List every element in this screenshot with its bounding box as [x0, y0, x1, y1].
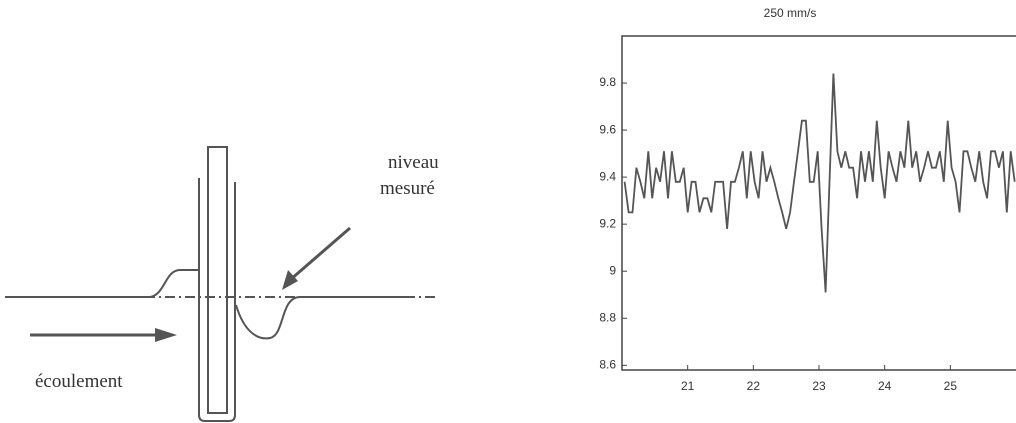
tube-outer: [198, 178, 236, 422]
x-tick-label: 24: [878, 379, 892, 393]
y-tick-label: 9.6: [599, 122, 616, 136]
flow-arrow-head: [155, 328, 177, 342]
x-tick-label: 22: [747, 379, 761, 393]
y-tick-label: 9.2: [599, 216, 616, 230]
label: mesuré: [380, 178, 435, 199]
tube-inner: [207, 146, 228, 414]
y-tick-label: 9.4: [599, 169, 616, 183]
chart-title: 250 mm/s: [764, 6, 817, 20]
y-tick-label: 9: [609, 263, 616, 277]
x-tick-label: 21: [681, 379, 695, 393]
plot-frame: [621, 35, 1016, 371]
level-arrow-shaft: [289, 226, 351, 282]
downstream-surface: [235, 296, 410, 340]
y-tick-label: 8.8: [599, 310, 616, 324]
diagram: [5, 146, 436, 422]
data-line: [623, 73, 1016, 293]
y-tick-label: 8.6: [599, 357, 616, 371]
y-tick-label: 9.8: [599, 75, 616, 89]
label: niveau: [388, 152, 439, 173]
level-arrow-head: [282, 270, 298, 290]
upstream-surface: [5, 269, 200, 298]
x-tick-label: 25: [944, 379, 958, 393]
x-tick-label: 23: [812, 379, 826, 393]
label: écoulement: [35, 371, 123, 392]
